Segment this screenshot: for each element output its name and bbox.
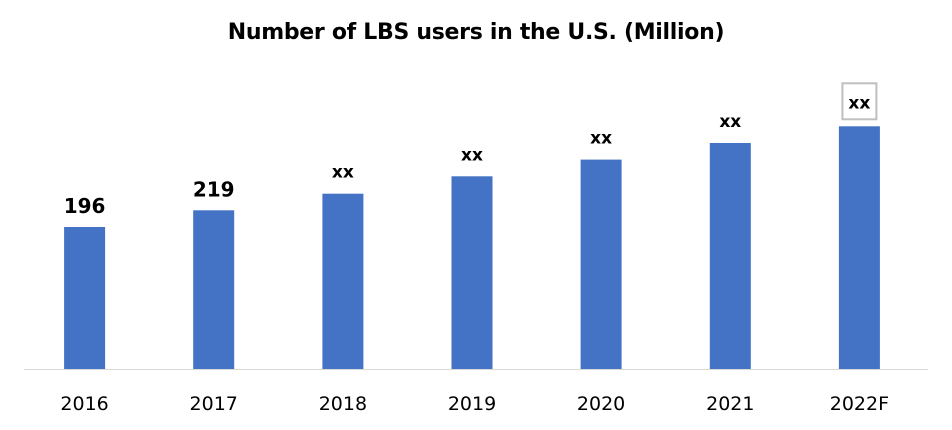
data-label-2019: xx — [461, 145, 483, 165]
x-tick-label-2022F: 2022F — [830, 393, 889, 415]
bar-2021 — [709, 143, 751, 369]
x-tick-label-2017: 2017 — [190, 393, 238, 415]
bar-2022F — [838, 126, 880, 369]
data-label-2020: xx — [590, 129, 612, 149]
bar-2020 — [580, 159, 622, 369]
bar-2018 — [322, 193, 364, 369]
x-tick-label-2016: 2016 — [60, 393, 108, 415]
data-label-2018: xx — [332, 163, 354, 183]
data-label-2021: xx — [719, 112, 741, 132]
data-label-2016: 196 — [64, 194, 106, 218]
data-label-2022F: xx — [848, 93, 870, 113]
bar-2019 — [451, 176, 493, 369]
data-label-2017: 219 — [193, 177, 235, 201]
x-tick-label-2021: 2021 — [706, 393, 754, 415]
x-tick-label-2020: 2020 — [577, 393, 625, 415]
data-label-box-2022F — [841, 82, 878, 121]
x-tick-label-2018: 2018 — [319, 393, 367, 415]
x-tick-label-2019: 2019 — [448, 393, 496, 415]
bar-2016 — [64, 227, 106, 369]
chart-title: Number of LBS users in the U.S. (Million… — [227, 20, 725, 45]
bar-2017 — [193, 210, 235, 369]
